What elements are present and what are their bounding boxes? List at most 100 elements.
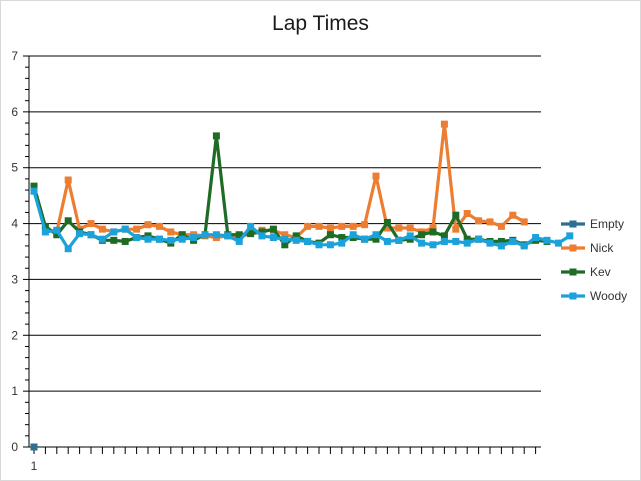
data-point [212, 231, 220, 239]
data-point [532, 234, 540, 242]
data-point [30, 187, 38, 195]
y-tick-label: 7 [11, 49, 18, 63]
data-point [41, 228, 49, 236]
data-point [429, 241, 437, 249]
data-point [326, 241, 334, 249]
data-point [98, 235, 106, 243]
legend-marker [569, 268, 577, 276]
data-point [258, 232, 266, 240]
data-point [475, 235, 483, 243]
data-point [98, 225, 106, 233]
y-tick-label: 2 [11, 328, 18, 342]
y-tick-label: 0 [11, 440, 18, 454]
data-point [247, 222, 255, 230]
data-point [509, 211, 517, 219]
y-tick-label: 4 [11, 217, 18, 231]
data-point [429, 228, 437, 236]
data-point [440, 232, 448, 240]
data-point [475, 217, 483, 225]
data-point [543, 236, 551, 244]
data-point [486, 239, 494, 247]
legend: Empty Nick Kev Woody [561, 217, 627, 303]
data-point [429, 224, 437, 232]
data-point [418, 231, 426, 239]
data-point [30, 443, 38, 451]
data-point [349, 222, 357, 230]
legend-item: Kev [561, 265, 611, 279]
data-point [372, 235, 380, 243]
data-point [497, 237, 505, 245]
data-point [304, 237, 312, 245]
data-point [315, 241, 323, 249]
data-point [440, 120, 448, 128]
legend-item: Nick [561, 241, 614, 255]
gridlines [29, 55, 541, 392]
y-tick-label: 5 [11, 161, 18, 175]
data-point [406, 224, 414, 232]
data-point [383, 237, 391, 245]
data-point [338, 234, 346, 242]
data-point [30, 182, 38, 190]
data-point [566, 232, 574, 240]
data-point [64, 176, 72, 184]
data-point [452, 211, 460, 219]
data-point [281, 241, 289, 249]
data-point [133, 225, 141, 233]
series-empty [30, 443, 38, 451]
data-point [144, 235, 152, 243]
data-point [76, 230, 84, 238]
data-point [155, 235, 163, 243]
data-point [281, 231, 289, 239]
series-line [32, 122, 526, 240]
legend-label: Empty [590, 217, 624, 231]
data-point [497, 222, 505, 230]
data-point [406, 232, 414, 240]
data-point [372, 231, 380, 239]
y-tick-label: 1 [11, 384, 18, 398]
x-axis: 1 [29, 446, 541, 473]
data-point [87, 231, 95, 239]
data-point [64, 245, 72, 253]
data-point [144, 221, 152, 229]
data-point [87, 220, 95, 228]
data-point [190, 234, 198, 242]
y-tick-label: 6 [11, 105, 18, 119]
data-point [292, 232, 300, 240]
legend-item: Woody [561, 289, 627, 303]
data-point [349, 231, 357, 239]
y-tick-label: 3 [11, 272, 18, 286]
data-point [201, 231, 209, 239]
legend-marker [569, 220, 577, 228]
data-point [269, 225, 277, 233]
data-point [178, 235, 186, 243]
data-point [167, 236, 175, 244]
y-axis: 0 1 2 3 4 5 6 7 [11, 49, 30, 454]
legend-marker [569, 292, 577, 300]
data-point [554, 239, 562, 247]
data-point [110, 236, 118, 244]
data-point [383, 218, 391, 226]
data-point [452, 237, 460, 245]
data-point [338, 222, 346, 230]
data-point [418, 239, 426, 247]
data-point [269, 234, 277, 242]
data-point [121, 237, 129, 245]
data-point [520, 218, 528, 226]
data-point [486, 218, 494, 226]
data-point [281, 235, 289, 243]
x-tick-label: 1 [31, 459, 38, 473]
data-point [212, 132, 220, 140]
series-layer [30, 120, 574, 451]
data-point [224, 232, 232, 240]
data-point [247, 230, 255, 238]
data-point [395, 236, 403, 244]
data-point [304, 222, 312, 230]
data-point [326, 231, 334, 239]
data-point [315, 222, 323, 230]
data-point [372, 172, 380, 180]
data-point [463, 210, 471, 218]
data-point [509, 237, 517, 245]
chart-title: Lap Times [272, 12, 369, 35]
data-point [292, 236, 300, 244]
series-woody [30, 187, 574, 253]
